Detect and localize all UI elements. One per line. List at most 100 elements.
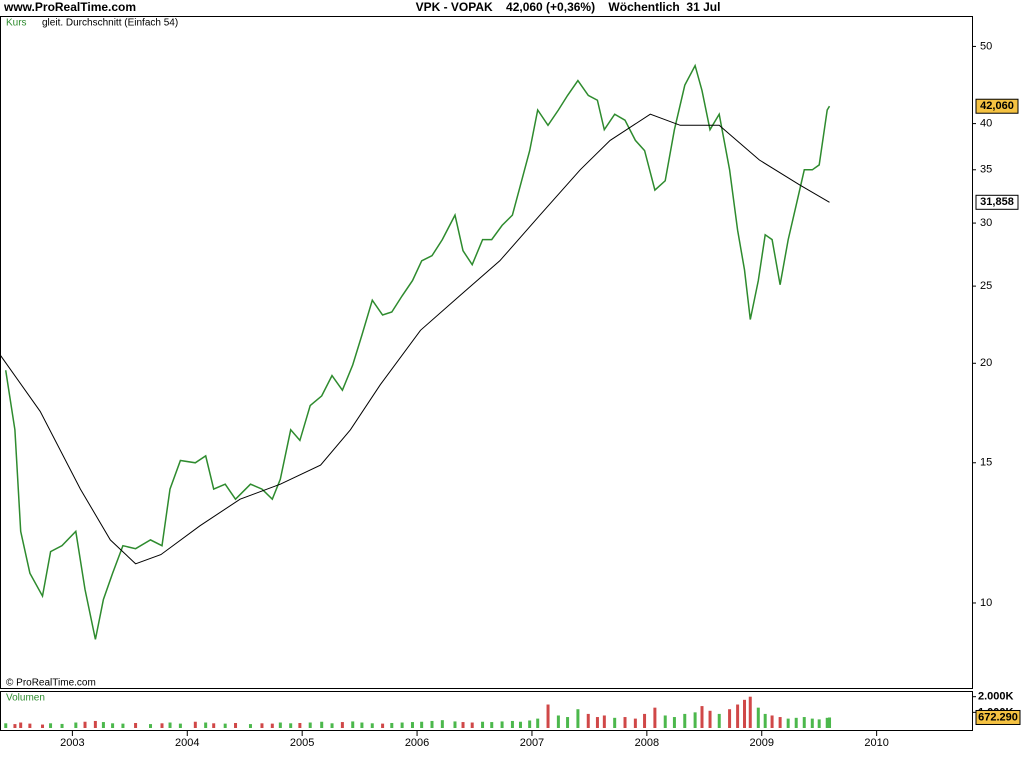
volume-bar — [121, 723, 125, 728]
volume-bar — [643, 713, 647, 728]
volume-bar — [778, 717, 782, 728]
volume-bar — [786, 718, 790, 728]
volume-bar — [440, 720, 444, 728]
volume-bar — [825, 717, 829, 728]
volume-bar — [49, 723, 53, 728]
y-tick-label: 2.000K — [978, 691, 1014, 703]
volume-bar — [149, 724, 153, 728]
y-tick-label: 20 — [980, 357, 992, 369]
volume-bar — [490, 722, 494, 728]
volume-bar — [817, 719, 821, 728]
volume-bar — [576, 709, 580, 728]
volume-bar — [111, 723, 115, 728]
volume-bar — [700, 706, 704, 728]
volume-bar — [481, 721, 485, 728]
y-tick-label: 15 — [980, 457, 992, 469]
volume-bar — [178, 723, 182, 728]
volume-bar — [390, 722, 394, 728]
volume-bar — [672, 717, 676, 728]
volume-bar — [794, 717, 798, 728]
volume-bar — [461, 722, 465, 728]
volume-bar — [223, 723, 227, 728]
volume-bar — [278, 722, 282, 728]
volume-bar — [748, 696, 752, 728]
legend-ma: gleit. Durchschnitt (Einfach 54) — [42, 18, 178, 29]
value-label: 42,060 — [980, 100, 1014, 112]
copyright: © ProRealTime.com — [6, 678, 96, 689]
chart-title: VPK - VOPAK 42,060 (+0,36%) Wöchentlich … — [416, 0, 721, 14]
volume-bar — [518, 721, 522, 728]
x-tick-label: 2005 — [290, 737, 314, 749]
volume-bar — [270, 723, 274, 728]
y-tick-label: 50 — [980, 40, 992, 52]
value-label: 31,858 — [980, 196, 1014, 208]
volume-panel — [0, 691, 973, 731]
volume-bar — [28, 723, 32, 728]
volume-bar — [566, 717, 570, 728]
volume-bar — [298, 722, 302, 728]
volume-bar — [13, 724, 17, 728]
volume-bar — [430, 720, 434, 728]
volume-bar — [828, 717, 832, 728]
volume-bar — [248, 724, 252, 728]
volume-bar — [330, 723, 334, 728]
volume-bar — [683, 713, 687, 728]
y-tick-label: 10 — [980, 597, 992, 609]
volume-bar — [556, 715, 560, 728]
volume-bar — [351, 721, 355, 728]
y-tick-label: 40 — [980, 118, 992, 130]
volume-bar — [728, 709, 732, 728]
volume-bar — [536, 718, 540, 728]
volume-bar — [41, 724, 45, 728]
volume-bar — [663, 715, 667, 728]
x-tick-label: 2004 — [175, 737, 199, 749]
volume-bar — [743, 699, 747, 728]
volume-bar — [168, 722, 172, 728]
volume-bar — [708, 710, 712, 728]
volume-bar — [595, 717, 599, 728]
volume-bar — [528, 720, 532, 728]
volume-bar — [320, 721, 324, 728]
volume-bar — [736, 704, 740, 728]
volume-bar — [289, 723, 293, 728]
volume-bar — [410, 722, 414, 728]
volume-bar — [802, 717, 806, 728]
price-panel — [0, 16, 973, 689]
volume-bar — [653, 707, 657, 728]
value-box — [975, 194, 1019, 210]
volume-bar — [74, 722, 78, 728]
volume-bar — [453, 721, 457, 728]
volume-bar — [370, 723, 374, 728]
volume-bar — [717, 713, 721, 728]
y-tick-label: 30 — [980, 217, 992, 229]
value-box — [975, 709, 1021, 725]
x-tick-label: 2009 — [750, 737, 774, 749]
volume-bar — [193, 721, 197, 728]
volume-bar — [763, 713, 767, 728]
volume-bar — [770, 715, 774, 728]
value-box — [975, 98, 1019, 114]
volume-bar — [546, 704, 550, 728]
volume-bar — [693, 712, 697, 728]
volume-bar — [756, 707, 760, 728]
x-tick-label: 2006 — [405, 737, 429, 749]
legend-price: Kurs — [6, 18, 27, 29]
volume-bar — [360, 722, 364, 728]
volume-bar — [613, 717, 617, 728]
y-tick-label: 25 — [980, 280, 992, 292]
x-tick-label: 2008 — [635, 737, 659, 749]
volume-bar — [308, 722, 312, 728]
price-line — [4, 63, 831, 640]
volume-bar — [381, 723, 385, 728]
volume-bar — [510, 720, 514, 728]
volume-bar — [212, 723, 216, 728]
volume-bar — [500, 721, 504, 728]
y-tick-label: 35 — [980, 164, 992, 176]
volume-bar — [586, 713, 590, 728]
site-name: www.ProRealTime.com — [3, 0, 136, 14]
volume-bar — [234, 722, 238, 728]
volume-bar — [83, 721, 87, 728]
volume-title: Volumen — [6, 693, 45, 704]
